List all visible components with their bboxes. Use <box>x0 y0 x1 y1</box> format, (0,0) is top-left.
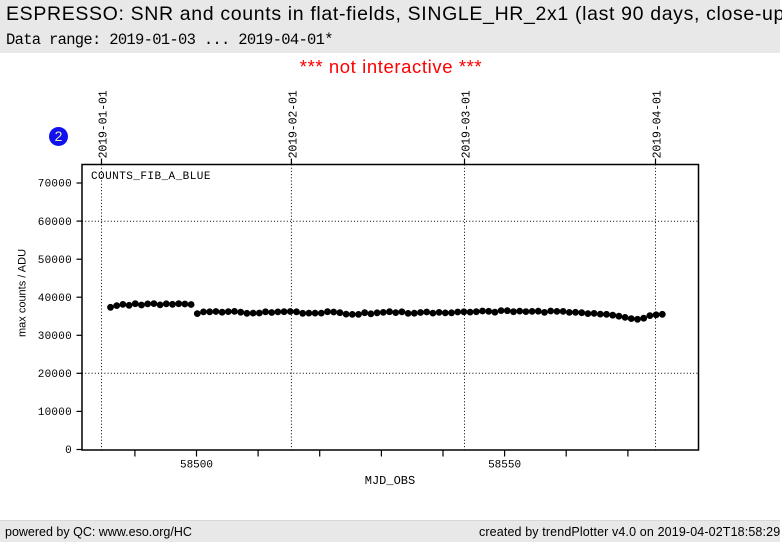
svg-text:0: 0 <box>65 445 72 457</box>
svg-text:max counts / ADU: max counts / ADU <box>17 249 29 337</box>
svg-text:2019-03-01: 2019-03-01 <box>460 90 473 158</box>
svg-text:30000: 30000 <box>38 331 72 343</box>
svg-text:60000: 60000 <box>38 217 72 229</box>
svg-text:2019-02-01: 2019-02-01 <box>287 90 300 158</box>
svg-text:70000: 70000 <box>38 179 72 191</box>
svg-text:MJD_OBS: MJD_OBS <box>365 474 415 488</box>
svg-text:COUNTS_FIB_A_BLUE: COUNTS_FIB_A_BLUE <box>91 171 211 183</box>
svg-text:58550: 58550 <box>488 460 521 472</box>
svg-text:58500: 58500 <box>180 460 213 472</box>
svg-text:20000: 20000 <box>38 369 72 381</box>
svg-text:10000: 10000 <box>38 407 72 419</box>
svg-text:2019-01-01: 2019-01-01 <box>97 90 110 158</box>
svg-text:2019-04-01: 2019-04-01 <box>651 90 664 158</box>
svg-text:50000: 50000 <box>38 255 72 267</box>
svg-text:40000: 40000 <box>38 293 72 305</box>
